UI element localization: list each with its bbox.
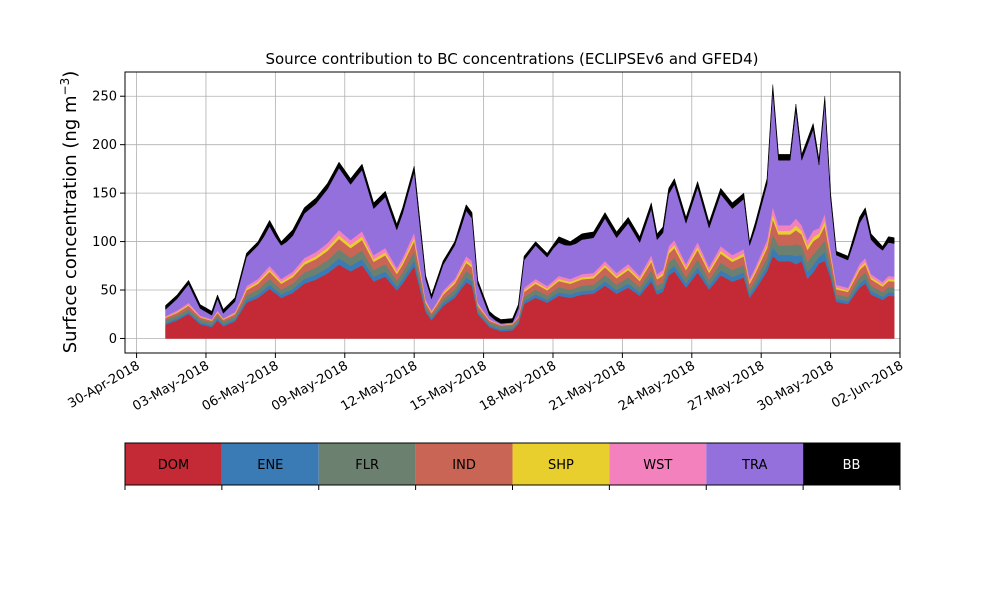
legend-label-bb: BB [843,458,861,473]
legend-label-dom: DOM [158,458,189,473]
legend-colorbar: DOM ENE FLR IND SHP WST TRA BB [124,442,901,490]
legend-swatch-ind [415,443,513,485]
y-tick-label: 150 [92,187,117,202]
y-tick-label: 0 [109,332,117,347]
y-tick-label: 250 [92,90,117,105]
plot-frame [124,71,901,354]
legend-swatch-flr [318,443,416,485]
legend-swatch-ene [221,443,319,485]
legend-swatch-bb [803,443,900,485]
legend-label-wst: WST [643,458,672,473]
legend-swatch-shp [512,443,610,485]
y-tick-label: 50 [100,284,117,299]
legend-label-ene: ENE [257,458,283,473]
legend-swatch-dom [125,443,222,485]
y-axis-label: Surface concentration (ng m−3) [58,71,81,354]
legend-swatch-wst [609,443,707,485]
y-tick-label: 100 [92,235,117,250]
chart-title: Source contribution to BC concentrations… [265,50,758,68]
legend-label-ind: IND [452,458,476,473]
legend-label-tra: TRA [741,458,767,473]
legend-label-shp: SHP [548,458,574,473]
y-tick-label: 200 [92,138,117,153]
stacked-areas [165,84,895,339]
area-bb [165,84,895,324]
y-axis: 0 50 100 150 200 250 [92,90,125,347]
legend-swatch-tra [706,443,804,485]
legend-label-flr: FLR [355,458,379,473]
